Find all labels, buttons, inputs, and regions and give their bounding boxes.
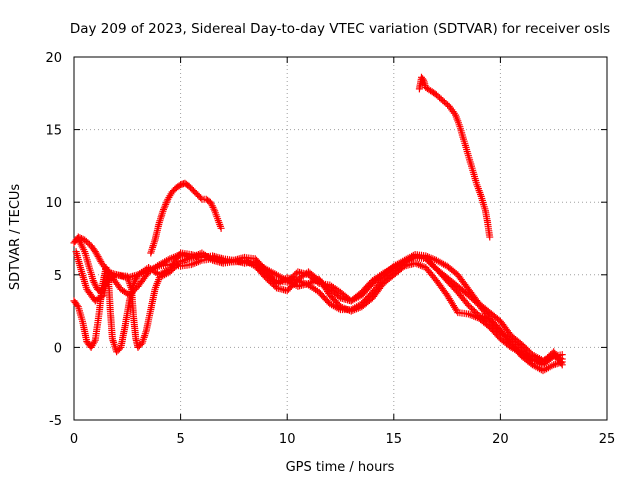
y-axis: -5 0 5 10 15 20 bbox=[45, 51, 607, 429]
data-point bbox=[419, 75, 427, 83]
data-point bbox=[180, 256, 188, 264]
y-tick-label: 10 bbox=[45, 196, 62, 211]
data-point bbox=[519, 342, 527, 350]
data-point bbox=[340, 304, 348, 312]
data-point bbox=[557, 359, 565, 367]
data-point bbox=[424, 253, 432, 261]
x-tick-label: 25 bbox=[599, 432, 616, 447]
data-point bbox=[431, 256, 439, 264]
data-point bbox=[210, 205, 218, 213]
series-arc-4 bbox=[74, 235, 566, 364]
data-marks bbox=[70, 73, 566, 375]
data-point bbox=[160, 206, 167, 213]
x-tick-label: 20 bbox=[492, 432, 509, 447]
x-tick-label: 15 bbox=[386, 432, 403, 447]
y-tick-label: 15 bbox=[45, 124, 62, 139]
data-point bbox=[73, 301, 81, 309]
data-point bbox=[111, 272, 119, 280]
data-point bbox=[90, 278, 98, 286]
series-arc-6 bbox=[415, 73, 494, 241]
data-point bbox=[354, 304, 362, 312]
y-tick-label: 0 bbox=[54, 341, 62, 356]
x-axis-label: GPS time / hours bbox=[286, 460, 395, 475]
data-point bbox=[558, 351, 566, 359]
y-axis-label: SDTVAR / TECUs bbox=[8, 184, 23, 291]
data-point bbox=[486, 233, 494, 241]
x-tick-label: 10 bbox=[279, 432, 296, 447]
data-point bbox=[131, 276, 139, 284]
data-point bbox=[187, 261, 195, 269]
data-point bbox=[347, 307, 355, 315]
y-tick-label: 5 bbox=[54, 269, 62, 284]
data-point bbox=[335, 293, 343, 301]
data-point bbox=[197, 194, 204, 202]
data-point bbox=[91, 280, 99, 288]
y-tick-label: -5 bbox=[49, 414, 62, 429]
data-point bbox=[162, 199, 170, 207]
data-point bbox=[164, 256, 172, 264]
data-point bbox=[399, 263, 407, 271]
data-point bbox=[160, 204, 168, 212]
x-tick-label: 5 bbox=[176, 432, 184, 447]
data-point bbox=[417, 261, 424, 269]
series-arc-3 bbox=[72, 248, 566, 369]
data-point bbox=[161, 202, 169, 210]
chart-title: Day 209 of 2023, Sidereal Day-to-day VTE… bbox=[70, 21, 610, 37]
data-point bbox=[208, 202, 216, 210]
data-point bbox=[558, 361, 566, 369]
x-tick-label: 0 bbox=[70, 432, 78, 447]
y-tick-label: 20 bbox=[45, 51, 62, 66]
data-point bbox=[162, 200, 170, 208]
data-point bbox=[544, 354, 552, 362]
series-arc-1 bbox=[70, 233, 566, 375]
data-point bbox=[470, 312, 478, 320]
data-point bbox=[217, 224, 225, 232]
data-point bbox=[469, 306, 477, 314]
data-point bbox=[187, 253, 195, 261]
x-axis: 0 5 10 15 20 25 bbox=[70, 57, 615, 447]
series-arc-5 bbox=[147, 179, 225, 257]
